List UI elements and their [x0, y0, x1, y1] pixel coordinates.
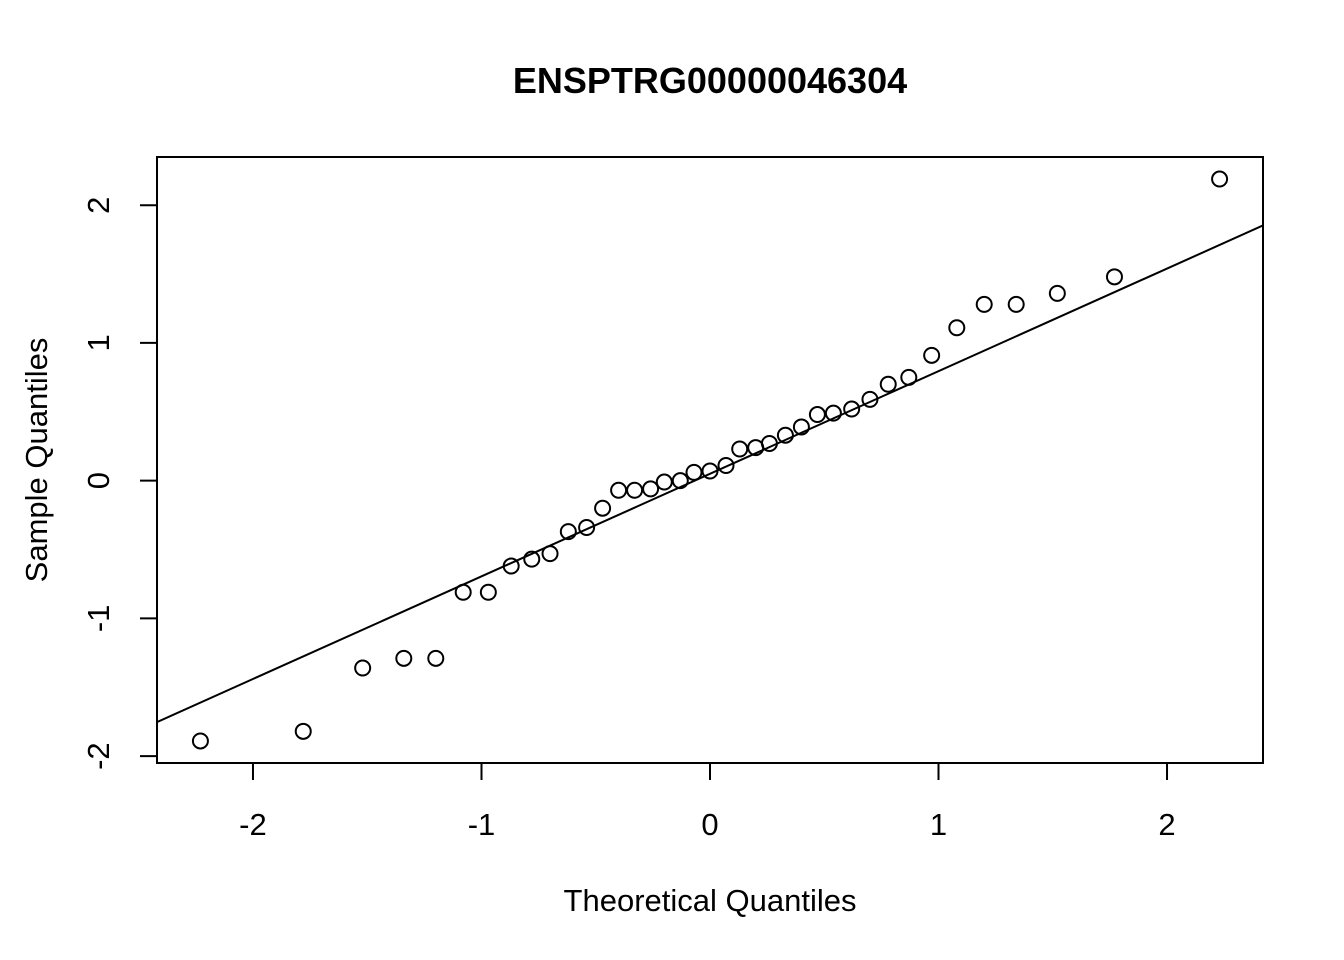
data-point	[900, 368, 918, 386]
data-point	[1007, 295, 1025, 313]
x-tick-label: 1	[930, 807, 947, 842]
data-point	[578, 518, 596, 536]
x-tick-label: -2	[239, 807, 267, 842]
data-point	[731, 440, 749, 458]
chart-title: ENSPTRG00000046304	[513, 60, 907, 101]
data-point	[395, 649, 413, 667]
y-tick-label: 0	[81, 472, 116, 489]
data-point	[671, 472, 689, 490]
data-point	[948, 319, 966, 337]
data-point	[454, 583, 472, 601]
data-point	[776, 426, 794, 444]
data-point	[760, 434, 778, 452]
data-point	[808, 406, 826, 424]
data-point	[294, 722, 312, 740]
x-axis-label: Theoretical Quantiles	[564, 883, 857, 918]
x-axis: -2 -1 0 1 2	[239, 762, 1176, 842]
plot-area	[157, 170, 1263, 750]
data-point	[923, 346, 941, 364]
qq-reference-line	[157, 224, 1263, 723]
y-axis-label: Sample Quantiles	[19, 338, 54, 583]
data-point	[594, 499, 612, 517]
data-point	[559, 523, 577, 541]
plot-frame	[156, 156, 1264, 764]
data-point	[701, 462, 719, 480]
data-point	[541, 545, 559, 563]
y-tick-label: -2	[81, 742, 116, 770]
data-point	[879, 375, 897, 393]
data-point	[1048, 284, 1066, 302]
data-point	[354, 659, 372, 677]
data-point	[191, 732, 209, 750]
data-point	[655, 473, 673, 491]
data-point	[1211, 170, 1229, 188]
data-point	[642, 480, 660, 498]
data-point	[502, 557, 520, 575]
data-point	[427, 649, 445, 667]
data-point	[843, 400, 861, 418]
data-point	[610, 481, 628, 499]
data-point	[479, 583, 497, 601]
y-axis: -2 -1 0 1 2	[81, 197, 158, 770]
x-tick-label: 2	[1158, 807, 1175, 842]
data-point	[824, 404, 842, 422]
data-point	[1105, 268, 1123, 286]
data-point	[792, 418, 810, 436]
x-tick-label: 0	[701, 807, 718, 842]
data-point	[523, 550, 541, 568]
data-point	[975, 295, 993, 313]
y-tick-label: 2	[81, 197, 116, 214]
y-tick-label: -1	[81, 605, 116, 633]
data-point	[685, 463, 703, 481]
data-point	[717, 457, 735, 475]
x-tick-label: -1	[468, 807, 496, 842]
data-point	[626, 481, 644, 499]
data-point	[861, 390, 879, 408]
y-tick-label: 1	[81, 334, 116, 351]
